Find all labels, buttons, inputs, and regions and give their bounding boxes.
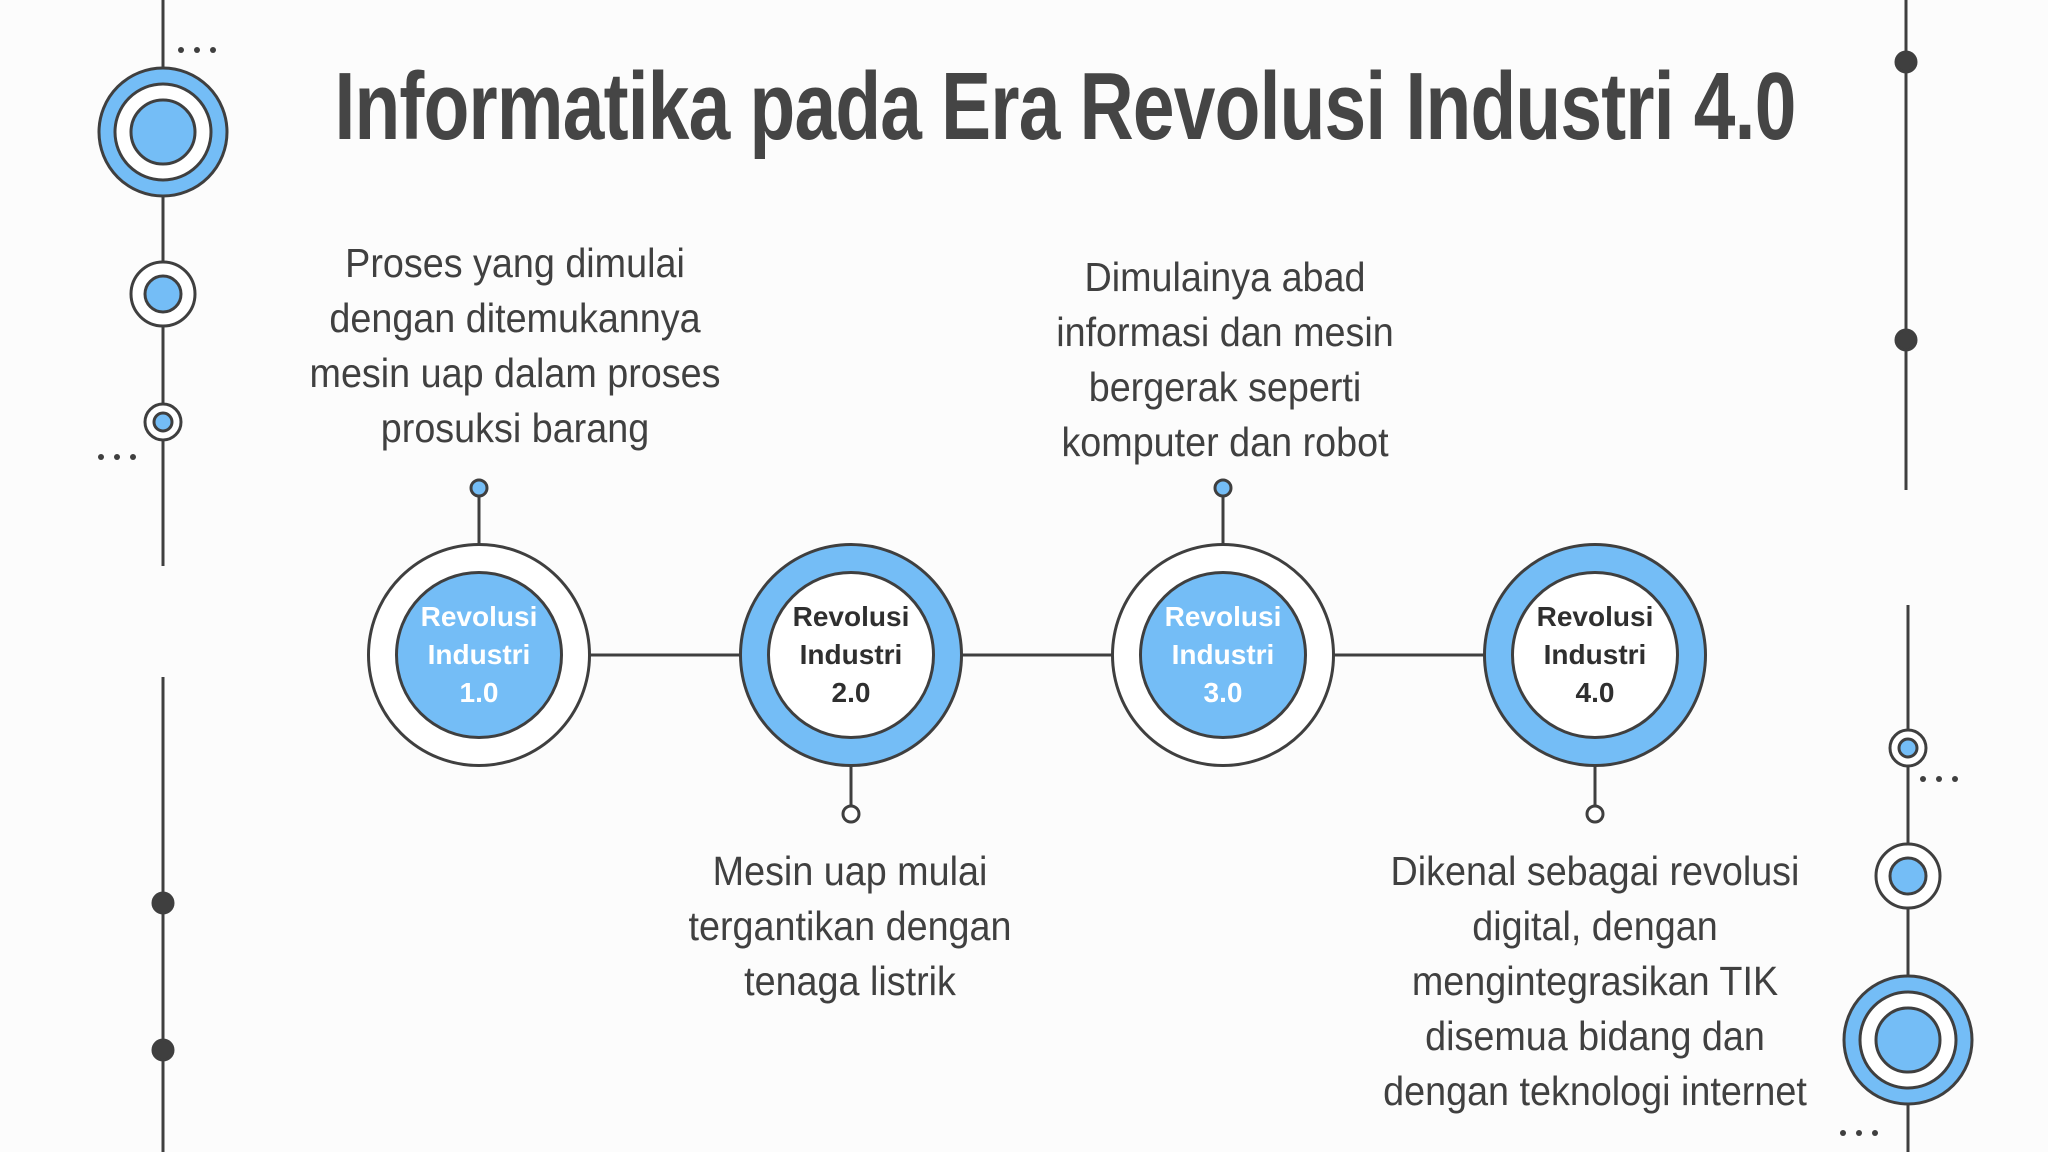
- node-label-line: Revolusi: [1536, 601, 1654, 632]
- timeline-node-industri-3: Revolusi Industri 3.0: [1111, 543, 1335, 767]
- description-line: dengan ditemukannya: [329, 295, 701, 341]
- description-line: Dikenal sebagai revolusi: [1390, 848, 1800, 894]
- description-line: informasi dan mesin: [1056, 309, 1394, 355]
- description-line: Dimulainya abad: [1084, 254, 1366, 300]
- dots-ornament: [98, 47, 1958, 1136]
- node-label-line: 4.0: [1575, 677, 1615, 708]
- node-label-line: Revolusi: [1164, 601, 1282, 632]
- left-bottom-ornament: [151, 677, 175, 1152]
- timeline-node-industri-4: Revolusi Industri 4.0: [1483, 543, 1707, 767]
- node-label-line: 1.0: [459, 677, 499, 708]
- description-line: prosuksi barang: [380, 405, 650, 451]
- node-label-line: 2.0: [831, 677, 871, 708]
- timeline-node-industri-2: Revolusi Industri 2.0: [739, 543, 963, 767]
- left-top-ornament: [97, 0, 229, 566]
- description-line: Proses yang dimulai: [345, 240, 685, 286]
- node-label-line: Industri: [1543, 639, 1647, 670]
- description-industri-2: Mesin uap mulai tergantikan dengan tenag…: [620, 844, 1080, 1009]
- description-industri-3: Dimulainya abad informasi dan mesin berg…: [1000, 250, 1451, 470]
- node-label: Revolusi Industri 3.0: [1139, 571, 1307, 739]
- node-label: Revolusi Industri 4.0: [1511, 571, 1679, 739]
- right-bottom-ornament: [1842, 605, 1974, 1152]
- node-label: Revolusi Industri 1.0: [395, 571, 563, 739]
- description-stems: [469, 478, 1605, 824]
- node-label-line: Revolusi: [420, 601, 538, 632]
- node-label-line: 3.0: [1203, 677, 1243, 708]
- page-title: Informatika pada Era Revolusi Industri 4…: [334, 53, 1796, 160]
- description-line: digital, dengan: [1472, 903, 1718, 949]
- right-top-ornament: [1894, 0, 1918, 490]
- description-line: bergerak seperti: [1088, 364, 1362, 410]
- node-label: Revolusi Industri 2.0: [767, 571, 935, 739]
- description-line: dengan teknologi internet: [1383, 1068, 1807, 1114]
- node-label-line: Revolusi: [792, 601, 910, 632]
- description-line: disemua bidang dan: [1425, 1013, 1765, 1059]
- description-industri-4: Dikenal sebagai revolusi digital, dengan…: [1351, 844, 1839, 1119]
- node-label-line: Industri: [799, 639, 903, 670]
- description-line: mesin uap dalam proses: [309, 350, 721, 396]
- description-line: Mesin uap mulai: [712, 848, 988, 894]
- description-line: tergantikan dengan: [688, 903, 1012, 949]
- node-label-line: Industri: [427, 639, 531, 670]
- node-label-line: Industri: [1171, 639, 1275, 670]
- timeline-node-industri-1: Revolusi Industri 1.0: [367, 543, 591, 767]
- description-line: komputer dan robot: [1061, 419, 1389, 465]
- description-line: tenaga listrik: [744, 958, 956, 1004]
- description-industri-1: Proses yang dimulai dengan ditemukannya …: [271, 236, 759, 456]
- description-line: mengintegrasikan TIK: [1411, 958, 1779, 1004]
